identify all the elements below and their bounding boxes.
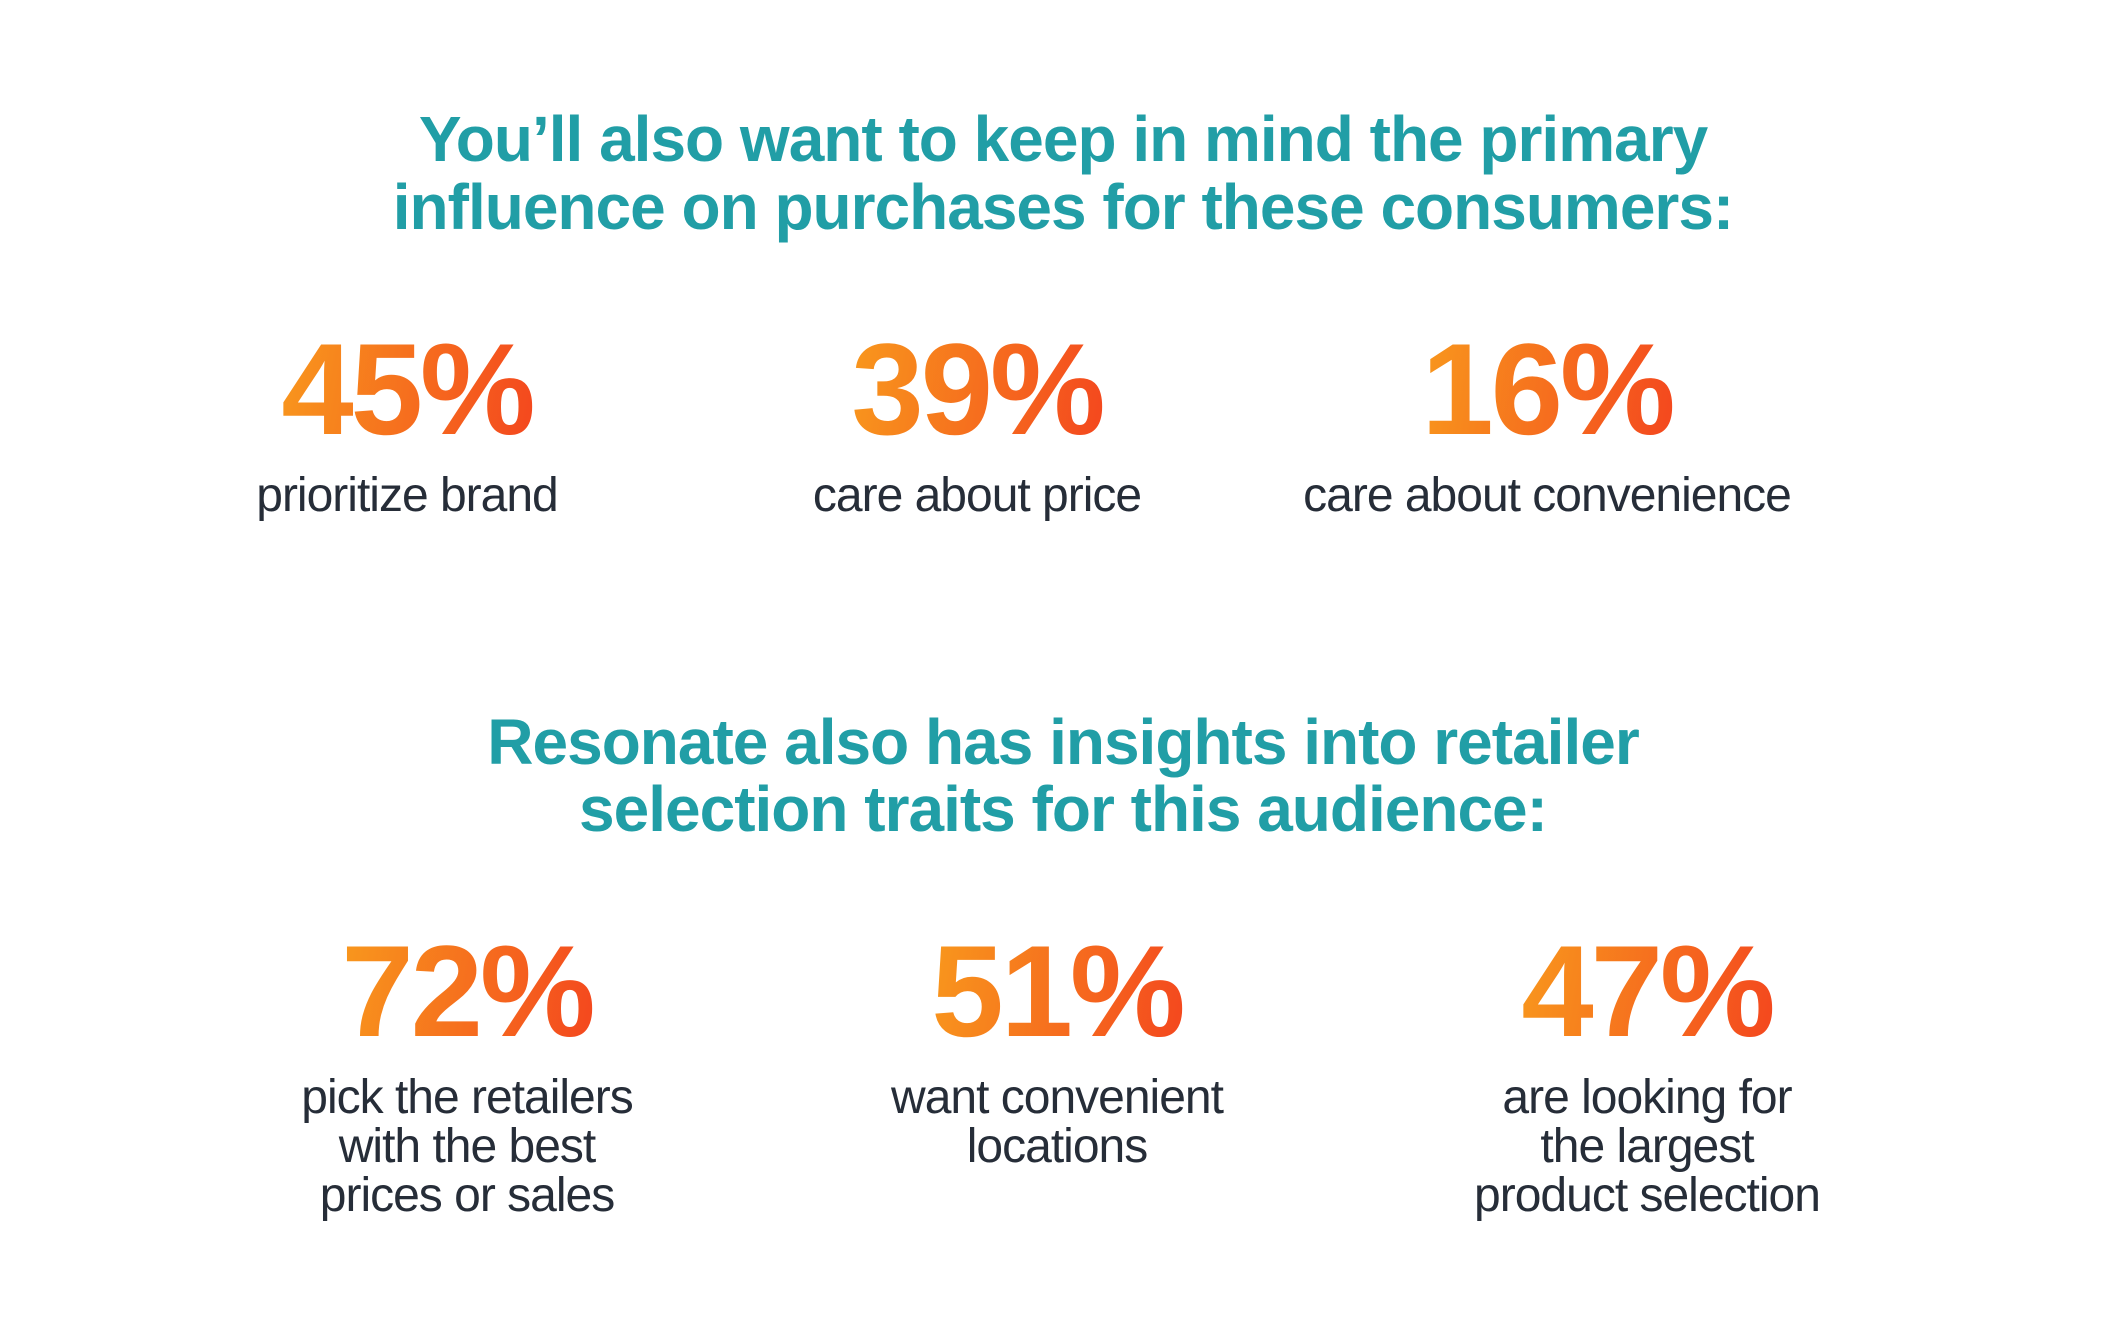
- primary-influence-stats-row: 45% prioritize brand 39% care about pric…: [0, 324, 2040, 521]
- stat-label-convenient-locations: want convenient locations: [891, 1071, 1224, 1174]
- stat-block-product-selection: 47% are looking for the largest product …: [1352, 926, 1942, 1221]
- stat-block-care-about-convenience: 16% care about convenience: [1262, 324, 1832, 521]
- stat-block-best-prices: 72% pick the retailers with the best pri…: [172, 926, 762, 1221]
- stat-block-care-about-price: 39% care about price: [692, 324, 1262, 521]
- retailer-selection-section: Resonate also has insights into retailer…: [0, 705, 2126, 1222]
- stat-value-care-about-price: 39%: [851, 315, 1105, 462]
- stat-block-convenient-locations: 51% want convenient locations: [762, 926, 1352, 1221]
- stat-label-best-prices: pick the retailers with the best prices …: [301, 1071, 633, 1223]
- stat-label-product-selection: are looking for the largest product sele…: [1474, 1071, 1821, 1223]
- retailer-selection-heading: Resonate also has insights into retailer…: [487, 705, 1639, 846]
- stat-value-care-about-convenience: 16%: [1421, 315, 1675, 462]
- stat-value-product-selection: 47%: [1521, 918, 1775, 1065]
- stat-value-prioritize-brand: 45%: [281, 315, 535, 462]
- primary-influence-section: You’ll also want to keep in mind the pri…: [0, 103, 2126, 521]
- stat-block-prioritize-brand: 45% prioritize brand: [122, 324, 692, 521]
- retailer-selection-stats-row: 72% pick the retailers with the best pri…: [0, 926, 2120, 1221]
- stat-label-prioritize-brand: prioritize brand: [256, 468, 558, 522]
- stat-value-best-prices: 72%: [341, 918, 595, 1065]
- stat-label-care-about-convenience: care about convenience: [1303, 468, 1792, 522]
- primary-influence-heading: You’ll also want to keep in mind the pri…: [392, 103, 1734, 243]
- stat-label-care-about-price: care about price: [812, 468, 1142, 522]
- stat-value-convenient-locations: 51%: [931, 918, 1185, 1065]
